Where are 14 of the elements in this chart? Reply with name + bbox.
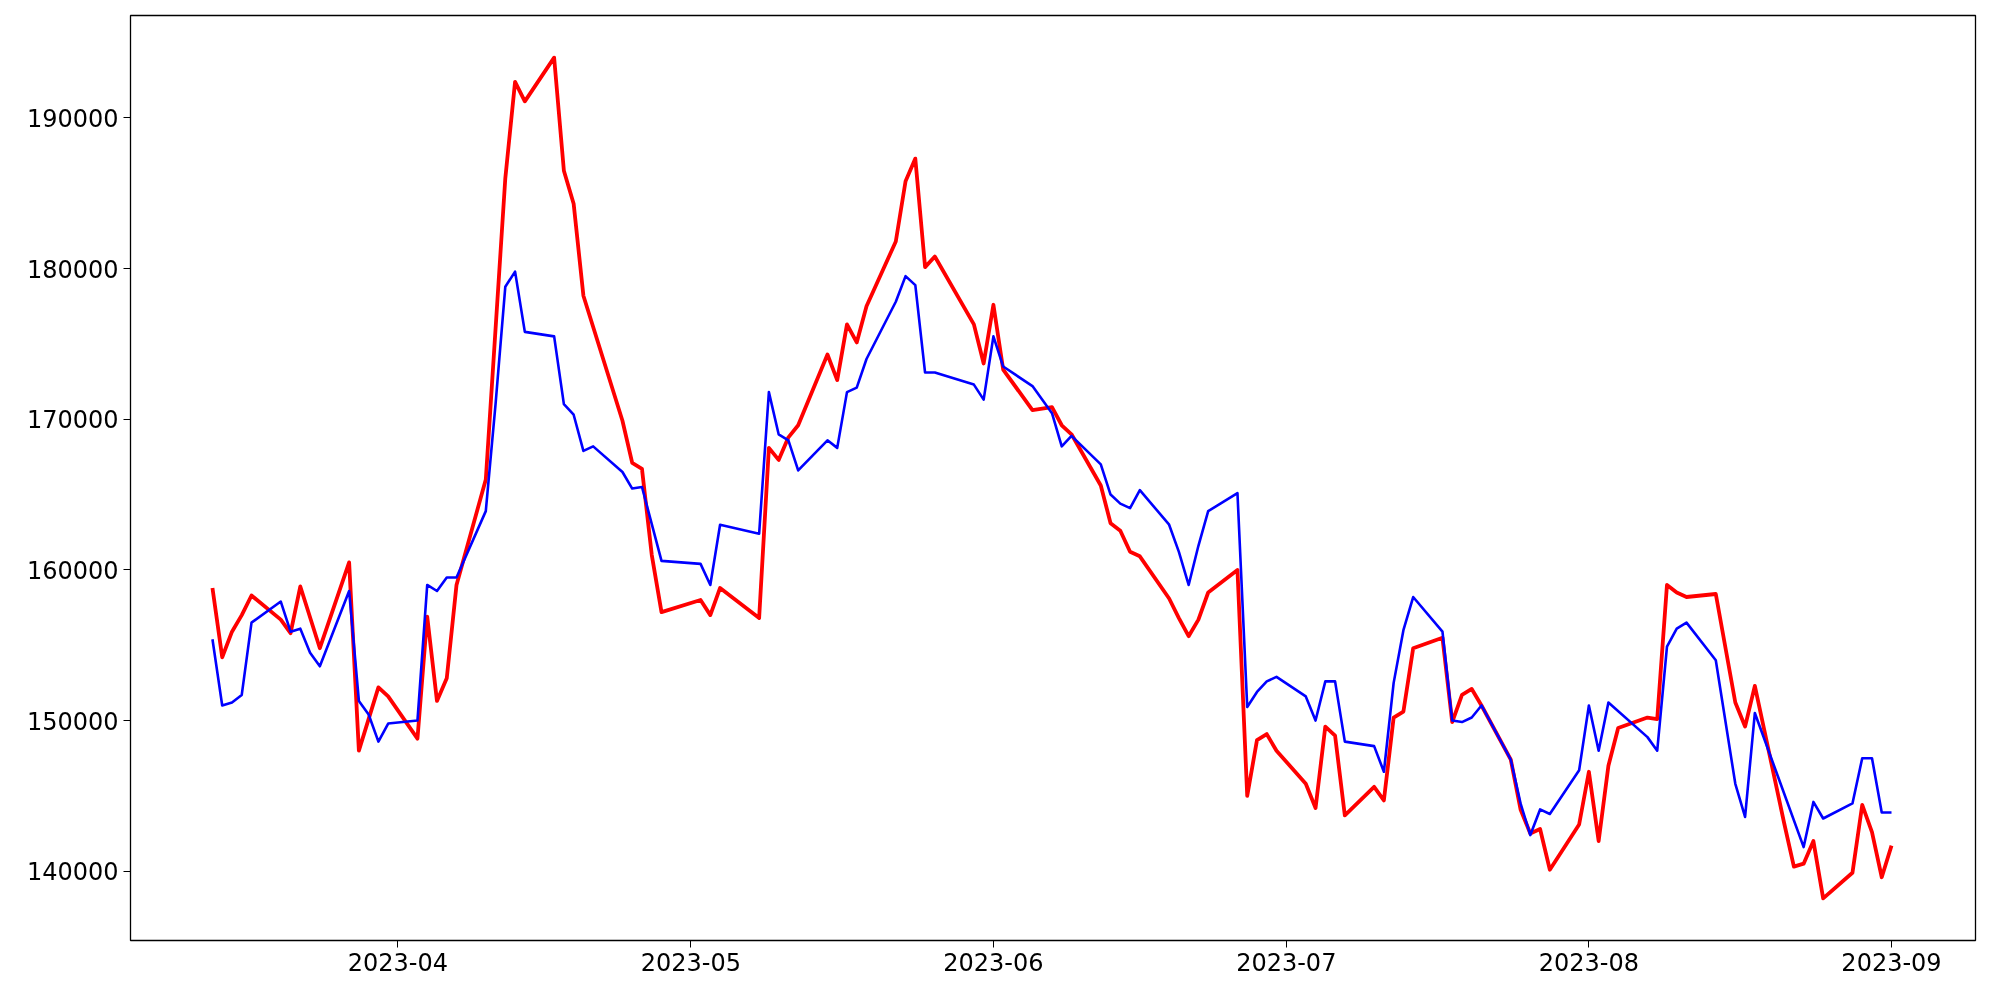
y-tick-label: 180000 — [26, 255, 119, 284]
y-tick-label: 190000 — [26, 104, 119, 133]
x-tick-label: 2023-09 — [1841, 948, 1942, 977]
line-series — [210, 55, 1894, 901]
x-tick-label: 2023-08 — [1538, 948, 1640, 977]
y-tick-label: 170000 — [26, 406, 119, 435]
y-tick-label: 150000 — [26, 707, 119, 736]
x-tick-label: 2023-05 — [640, 948, 741, 977]
x-tick-label: 2023-06 — [943, 948, 1044, 977]
x-tick-label: 2023-07 — [1236, 948, 1337, 977]
line-series — [211, 270, 1893, 849]
x-tick-label: 2023-04 — [347, 948, 449, 977]
y-tick-label: 140000 — [26, 858, 119, 887]
y-tick-label: 160000 — [26, 556, 119, 585]
